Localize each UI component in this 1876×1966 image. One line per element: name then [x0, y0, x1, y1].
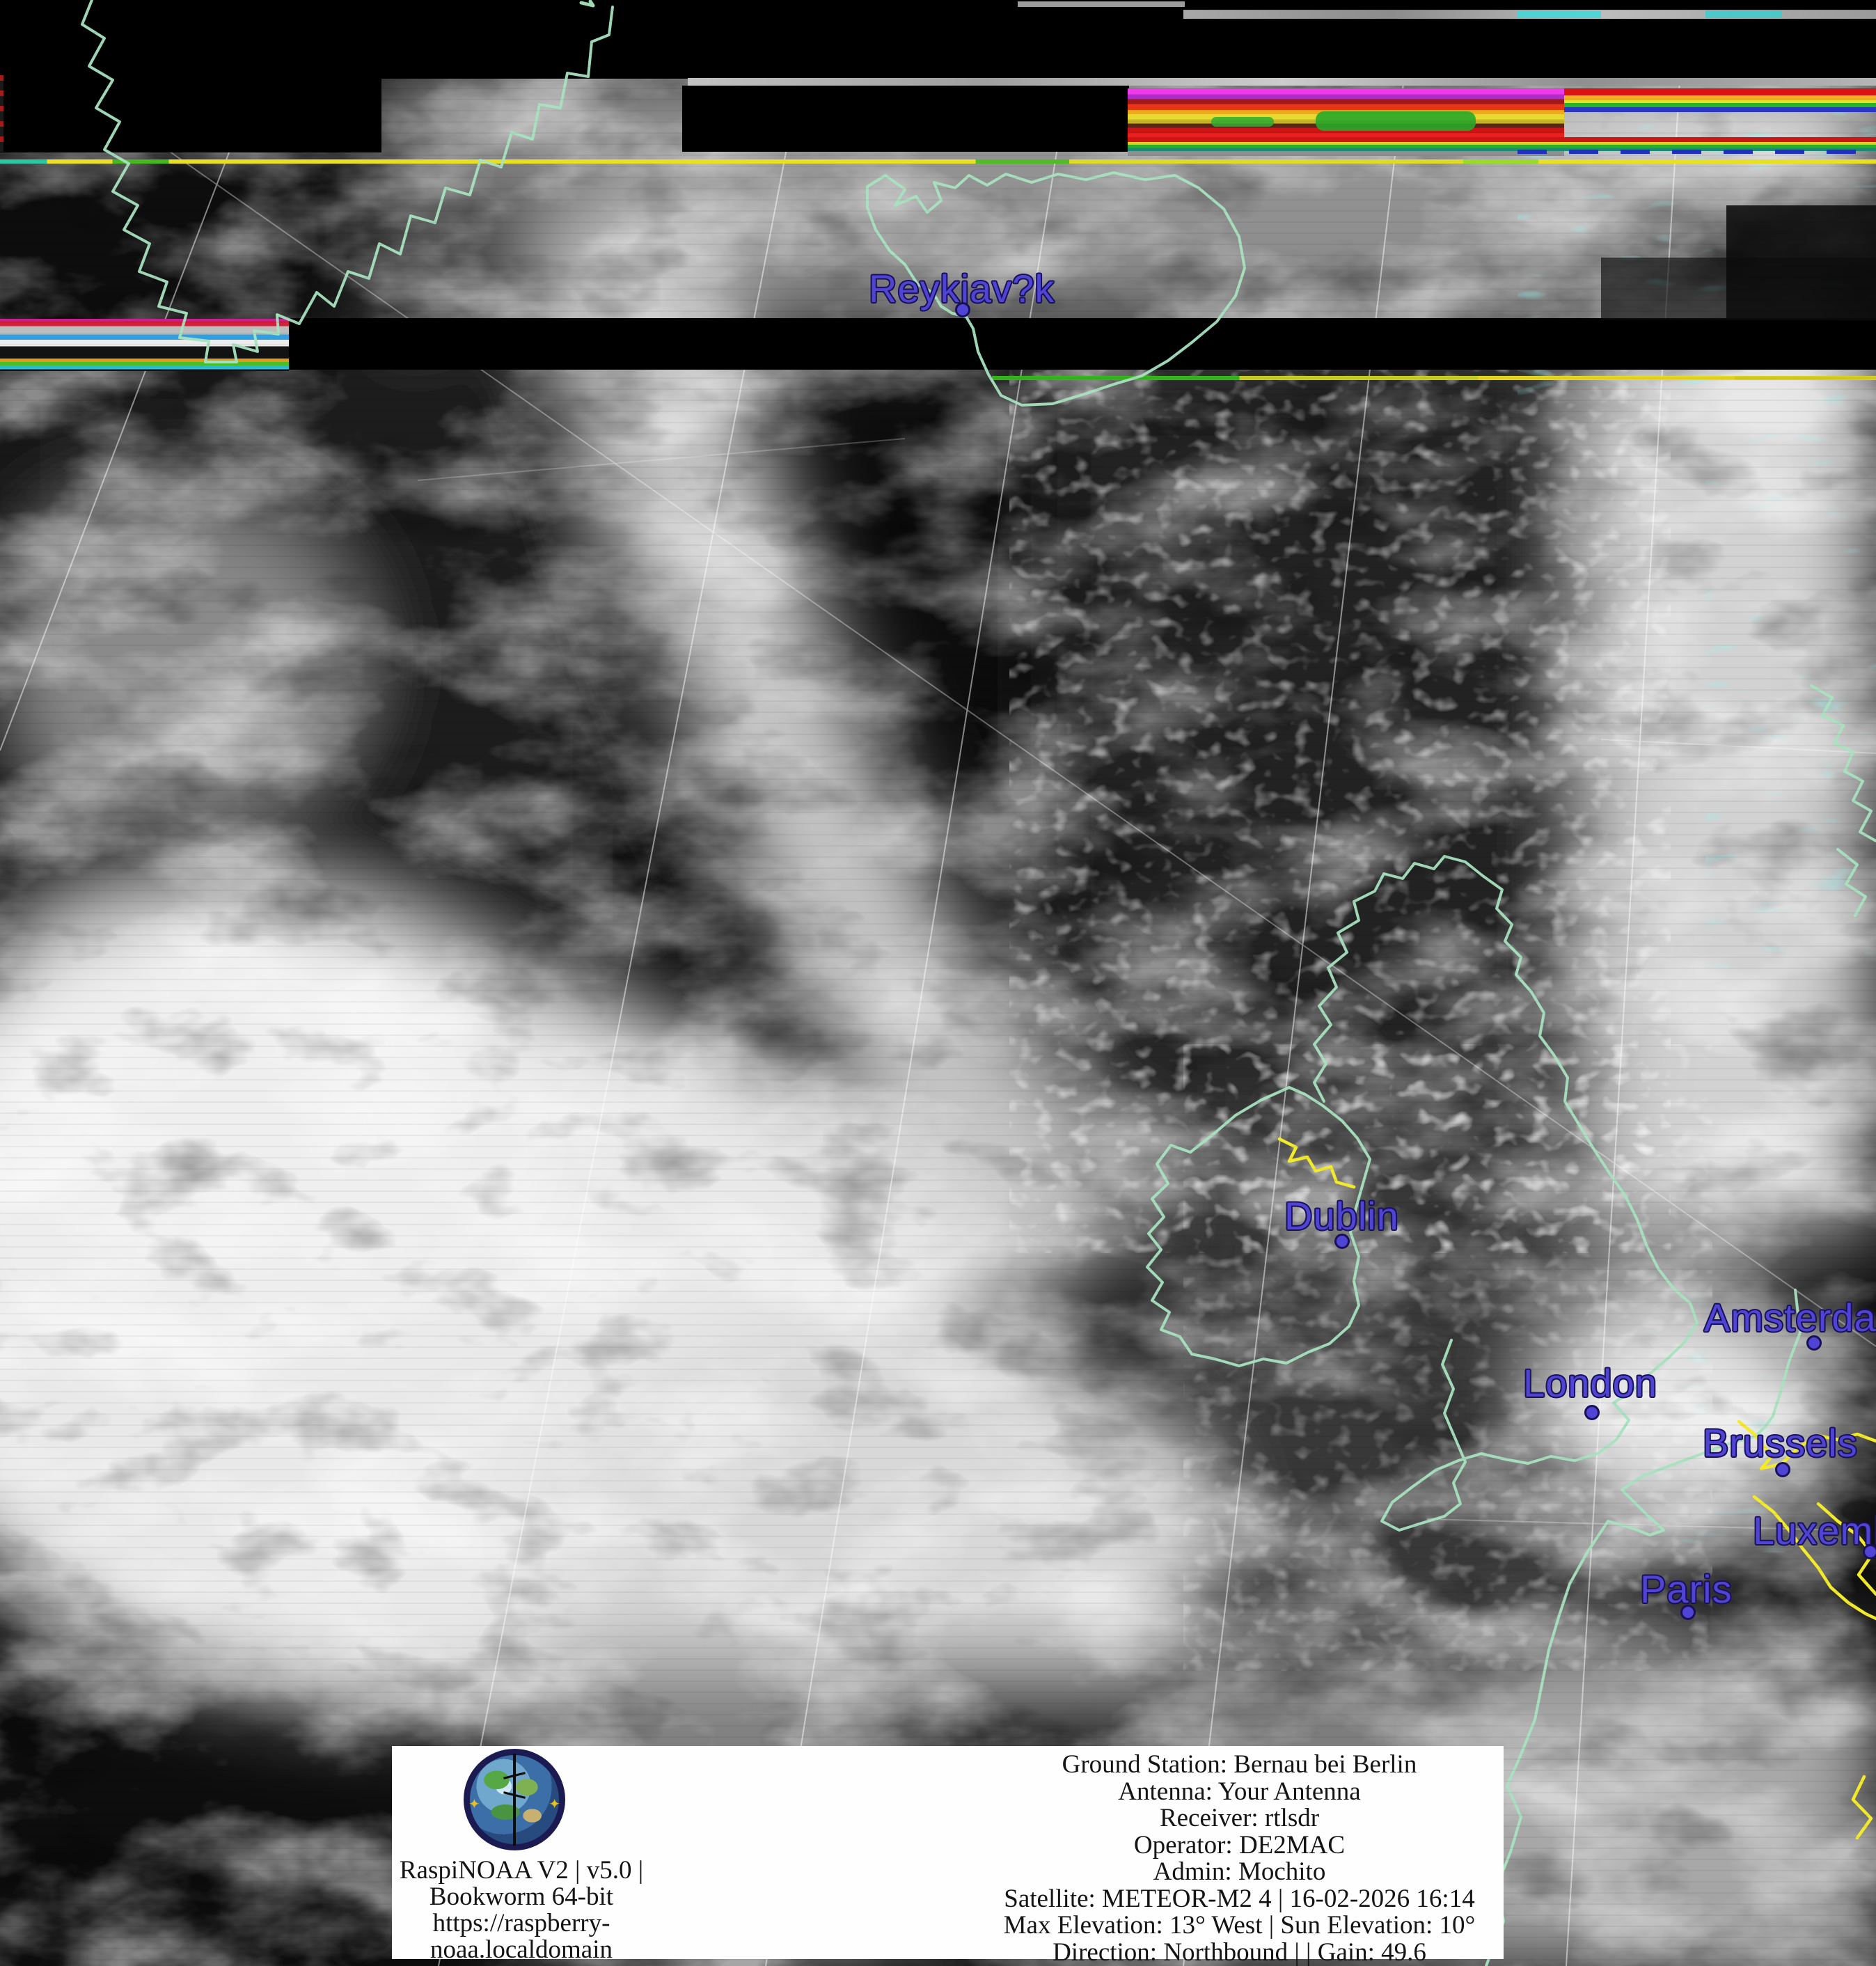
city-label: Luxembourg — [1753, 1509, 1876, 1552]
mid-black-band — [289, 318, 1876, 370]
telemetry-gray-strip — [688, 78, 1876, 86]
city-dot-icon — [1775, 1462, 1790, 1477]
telemetry-bar-1 — [1018, 1, 1185, 7]
info-line: Max Elevation: 13° West | Sun Elevation:… — [1003, 1911, 1476, 1940]
info-line: Ground Station: Bernau bei Berlin — [1062, 1750, 1417, 1779]
rainbow-noise-line — [1128, 137, 1876, 151]
software-info-text: RaspiNOAA V2 | v5.0 | Bookworm 64-bit ht… — [392, 1857, 651, 1963]
city-dot-icon — [1584, 1405, 1600, 1420]
info-line: Satellite: METEOR-M2 4 | 16-02-2026 16:1… — [1004, 1884, 1475, 1913]
info-line: Admin: Mochito — [1153, 1857, 1326, 1886]
rainbow-green-blob — [1211, 117, 1274, 127]
signal-dropout-box — [682, 86, 1129, 152]
yellow-green-scanline — [0, 159, 1876, 164]
rainbow-green-blob — [1316, 111, 1476, 131]
city-label: Brussels — [1703, 1421, 1858, 1465]
info-line: Receiver: rtlsdr — [1159, 1804, 1320, 1832]
star-icon: ✦ — [468, 1797, 480, 1812]
city-label: London — [1523, 1361, 1657, 1405]
city-dot-icon — [1334, 1234, 1350, 1249]
telemetry-cyan-patch — [1518, 11, 1601, 18]
city-dot-icon — [1863, 1544, 1876, 1559]
telemetry-cyan-patch — [1705, 10, 1782, 18]
info-line: noaa.localdomain — [430, 1935, 613, 1964]
edge-noise-pixels — [0, 75, 3, 152]
rainbow-noise-line — [1564, 88, 1876, 112]
info-line: https://raspberry- — [432, 1909, 610, 1937]
blue-dash-noise — [1518, 150, 1876, 154]
station-info-box: ✦ ✦ RaspiNOAA V2 | v5.0 | Bookworm 64-bi… — [392, 1746, 1504, 1965]
city-label: Amsterdam — [1704, 1296, 1876, 1339]
info-line: RaspiNOAA V2 | v5.0 | — [399, 1856, 644, 1885]
info-line: Antenna: Your Antenna — [1118, 1777, 1361, 1806]
info-line: Operator: DE2MAC — [1133, 1830, 1346, 1859]
star-icon: ✦ — [549, 1797, 560, 1812]
country-borders — [1277, 1137, 1876, 1840]
city-label: Dublin — [1284, 1194, 1399, 1238]
info-line: Direction: Northbound | | Gain: 49.6 — [1053, 1937, 1426, 1966]
left-black-band — [0, 79, 381, 152]
antenna-icon — [513, 1754, 516, 1846]
info-line: Bookworm 64-bit — [429, 1882, 614, 1911]
city-dot-icon — [1806, 1335, 1822, 1351]
city-label: Paris — [1640, 1567, 1733, 1611]
left-color-noise-strip — [0, 319, 289, 371]
raspinoaa-logo-icon: ✦ ✦ — [464, 1749, 565, 1850]
coastlines — [81, 0, 1876, 1966]
yellow-green-scanline-2 — [992, 376, 1876, 380]
right-dark-patch — [1601, 258, 1876, 320]
capture-info-text: Ground Station: Bernau bei Berlin Antenn… — [975, 1750, 1504, 1966]
city-dot-icon — [1680, 1605, 1696, 1620]
city-dot-icon — [955, 302, 970, 317]
